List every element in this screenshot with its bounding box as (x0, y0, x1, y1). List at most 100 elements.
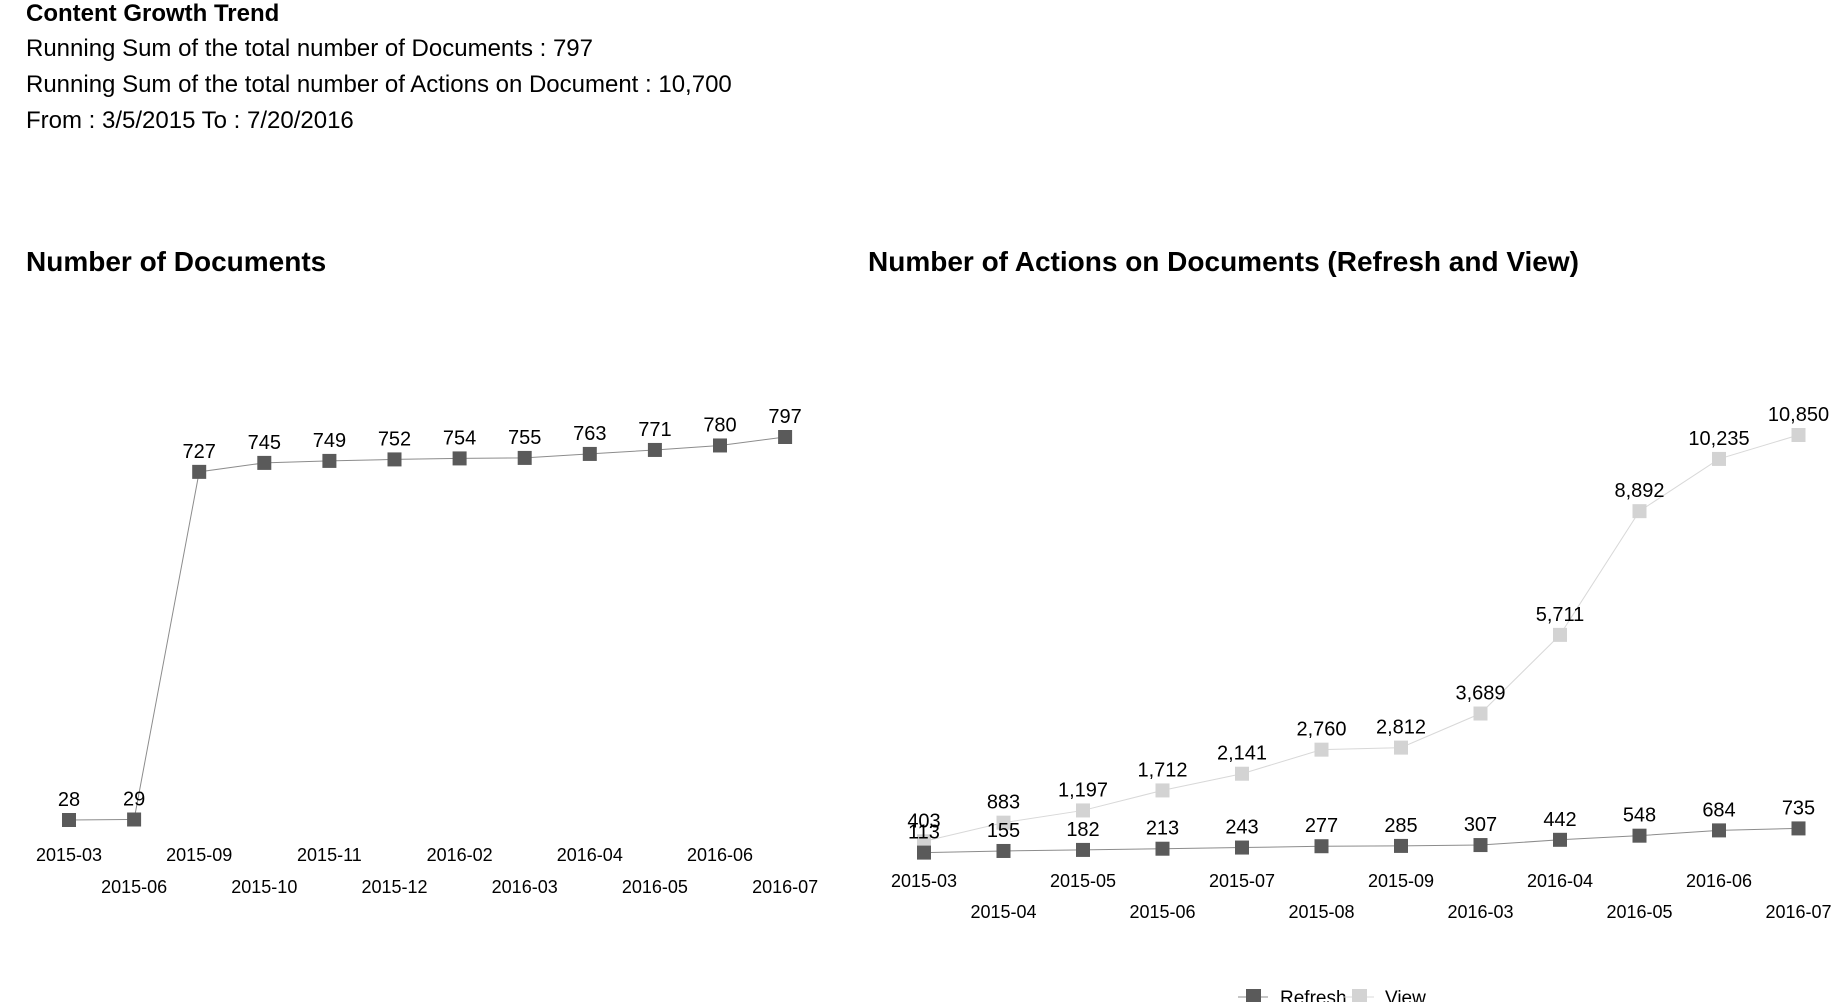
data-label: 684 (1702, 799, 1735, 821)
data-point[interactable] (192, 464, 207, 479)
data-label: 29 (123, 789, 145, 811)
refresh-data-point[interactable] (1314, 839, 1329, 854)
x-tick-label: 2016-07 (1765, 902, 1831, 922)
data-label: 1,712 (1137, 759, 1187, 781)
x-tick-label: 2015-04 (970, 902, 1036, 922)
view-data-point[interactable] (1712, 451, 1726, 466)
view-data-point[interactable] (1155, 783, 1170, 798)
x-tick-label: 2015-08 (1288, 902, 1354, 922)
x-tick-label: 2016-06 (1686, 871, 1752, 891)
chart-legend: Refresh View (1238, 988, 1426, 1002)
legend-item-refresh[interactable]: Refresh (1238, 988, 1347, 1002)
actions-running-sum: Running Sum of the total number of Actio… (26, 71, 732, 98)
data-label: 403 (907, 810, 940, 832)
data-label: 243 (1225, 817, 1258, 839)
data-label: 749 (313, 430, 346, 452)
view-data-point[interactable] (1791, 428, 1806, 442)
data-point[interactable] (387, 452, 402, 467)
data-label: 113 (908, 822, 940, 844)
data-point[interactable] (713, 438, 727, 453)
view-data-point[interactable] (1235, 766, 1249, 781)
documents-chart-title: Number of Documents (26, 246, 327, 277)
view-data-point[interactable] (1473, 706, 1488, 721)
view-legend-swatch (1352, 989, 1367, 1002)
refresh-data-point[interactable] (1791, 821, 1806, 836)
refresh-data-point[interactable] (1473, 838, 1488, 853)
legend-label-view: View (1385, 988, 1426, 1002)
data-label: 763 (573, 423, 606, 445)
refresh-data-point[interactable] (917, 845, 931, 860)
data-label: 28 (58, 789, 80, 811)
data-label: 8,892 (1614, 480, 1664, 502)
data-point[interactable] (452, 451, 467, 466)
data-point[interactable] (257, 455, 272, 470)
view-data-point[interactable] (1632, 504, 1647, 519)
data-label: 780 (703, 414, 736, 436)
data-label: 2,812 (1376, 717, 1426, 739)
data-label: 155 (987, 820, 1020, 842)
data-label: 755 (508, 427, 541, 449)
data-label: 285 (1384, 815, 1417, 837)
data-label: 5,711 (1536, 604, 1585, 626)
data-label: 797 (768, 406, 801, 428)
data-label: 752 (378, 428, 411, 450)
data-point[interactable] (582, 446, 597, 461)
x-tick-label: 2015-06 (1129, 902, 1195, 922)
refresh-data-point[interactable] (1553, 832, 1567, 847)
data-label: 3,689 (1455, 683, 1505, 705)
data-point[interactable] (647, 442, 662, 457)
view-data-point[interactable] (996, 815, 1011, 830)
refresh-data-point[interactable] (996, 843, 1011, 858)
refresh-data-point[interactable] (1632, 828, 1647, 843)
x-tick-label: 2016-04 (557, 845, 623, 865)
view-data-point[interactable] (917, 834, 931, 849)
data-label: 10,850 (1768, 404, 1829, 426)
x-tick-label: 2015-10 (231, 877, 297, 897)
x-tick-label: 2015-03 (36, 845, 102, 865)
data-point[interactable] (322, 453, 337, 468)
refresh-line (923, 827, 1799, 854)
x-tick-label: 2015-11 (297, 845, 362, 865)
data-label: 771 (638, 419, 671, 441)
x-tick-label: 2016-07 (752, 877, 818, 897)
x-tick-label: 2016-06 (687, 845, 753, 865)
refresh-data-point[interactable] (1076, 842, 1090, 857)
refresh-data-point[interactable] (1235, 840, 1249, 855)
data-point[interactable] (127, 812, 142, 827)
data-label: 735 (1782, 797, 1815, 819)
x-tick-label: 2016-02 (427, 845, 493, 865)
data-label: 1,197 (1058, 779, 1108, 801)
legend-item-view[interactable]: View (1344, 988, 1426, 1002)
view-data-point[interactable] (1314, 742, 1329, 757)
view-data-point[interactable] (1394, 740, 1408, 755)
data-label: 754 (443, 427, 476, 449)
data-label: 277 (1305, 815, 1338, 837)
data-point[interactable] (517, 450, 532, 465)
data-point[interactable] (62, 813, 76, 827)
x-tick-label: 2015-07 (1209, 871, 1275, 891)
actions-chart-title: Number of Actions on Documents (Refresh … (868, 246, 1579, 277)
x-tick-label: 2016-03 (1447, 902, 1513, 922)
view-data-point[interactable] (1076, 803, 1090, 818)
data-label: 213 (1146, 818, 1179, 840)
data-point[interactable] (778, 430, 793, 444)
documents-line (68, 436, 786, 821)
data-label: 182 (1066, 819, 1099, 841)
x-tick-label: 2016-04 (1527, 871, 1593, 891)
actions-line-chart: 403 883 1,197 1,712 2,141 2,760 2,812 3,689 5,71… (891, 404, 1832, 922)
view-data-point[interactable] (1553, 627, 1567, 642)
x-tick-label: 2015-09 (166, 845, 232, 865)
data-label: 548 (1623, 805, 1656, 827)
x-tick-label: 2016-05 (622, 877, 688, 897)
data-label: 883 (987, 792, 1020, 814)
x-tick-label: 2016-03 (492, 877, 558, 897)
report-title: Content Growth Trend (26, 0, 280, 27)
refresh-data-point[interactable] (1712, 823, 1726, 838)
data-label: 727 (183, 441, 216, 463)
refresh-legend-swatch (1246, 989, 1261, 1002)
refresh-data-point[interactable] (1394, 838, 1408, 853)
view-line (923, 434, 1799, 842)
data-label: 2,760 (1296, 719, 1346, 741)
refresh-data-point[interactable] (1155, 841, 1170, 856)
